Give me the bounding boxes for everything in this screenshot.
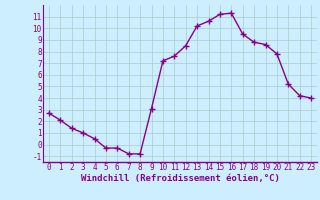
X-axis label: Windchill (Refroidissement éolien,°C): Windchill (Refroidissement éolien,°C) bbox=[81, 174, 279, 183]
